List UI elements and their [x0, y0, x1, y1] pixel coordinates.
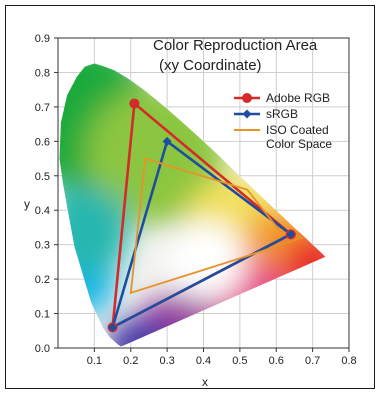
y-tick-label: 0.4 [35, 205, 50, 217]
y-tick-label: 0.0 [35, 343, 50, 355]
gamut-outline-2 [110, 139, 294, 330]
y-tick-label: 0.5 [35, 171, 50, 183]
gamut-vertex-marker [108, 322, 118, 332]
legend-label: ISO Coated [266, 123, 329, 137]
x-tick-label: 0.2 [123, 355, 138, 367]
x-tick-label: 0.8 [341, 355, 356, 367]
y-tick-label: 0.9 [35, 33, 50, 45]
chart-title-line-2: (xy Coordinate) [159, 57, 262, 74]
chart-title-line-1: Color Reproduction Area [153, 37, 318, 54]
x-tick-label: 0.7 [305, 355, 320, 367]
legend-marker [242, 93, 252, 103]
x-tick-label: 0.1 [87, 355, 102, 367]
gamut-vertex-marker [162, 136, 172, 146]
legend-marker [242, 109, 252, 119]
x-tick-label: 0.6 [269, 355, 284, 367]
y-tick-label: 0.2 [35, 274, 50, 286]
x-tick-label: 0.5 [232, 355, 247, 367]
legend-label: Color Space [266, 137, 332, 151]
chromaticity-chart: 0.1 0.2 0.3 0.4 0.5 0.6 0.7 0.8 0.0 0.1 0.2 0.3 0.4 0… [24, 33, 357, 389]
x-tick-label: 0.4 [196, 355, 211, 367]
y-tick-label: 0.7 [35, 102, 50, 114]
y-tick-label: 0.1 [35, 309, 50, 321]
axis-ticks: 0.1 0.2 0.3 0.4 0.5 0.6 0.7 0.8 0.0 0.1 0.2 0.3 0.4 0… [35, 33, 357, 367]
gamut-vertex-marker [129, 98, 140, 109]
chart-frame: 0.1 0.2 0.3 0.4 0.5 0.6 0.7 0.8 0.0 0.1 0.2 0.3 0.4 0… [5, 5, 375, 389]
gamut-vertex-marker [286, 229, 296, 239]
y-tick-label: 0.6 [35, 136, 50, 148]
y-tick-label: 0.8 [35, 67, 50, 79]
gamut-outline-3 [129, 157, 305, 295]
x-tick-label: 0.3 [159, 355, 174, 367]
y-tick-label: 0.3 [35, 240, 50, 252]
legend-label: sRGB [266, 107, 298, 121]
gamut-triangles [107, 98, 305, 333]
y-axis-title: y [24, 197, 30, 211]
x-axis-title: x [202, 375, 208, 389]
legend-label: Adobe RGB [266, 91, 330, 105]
